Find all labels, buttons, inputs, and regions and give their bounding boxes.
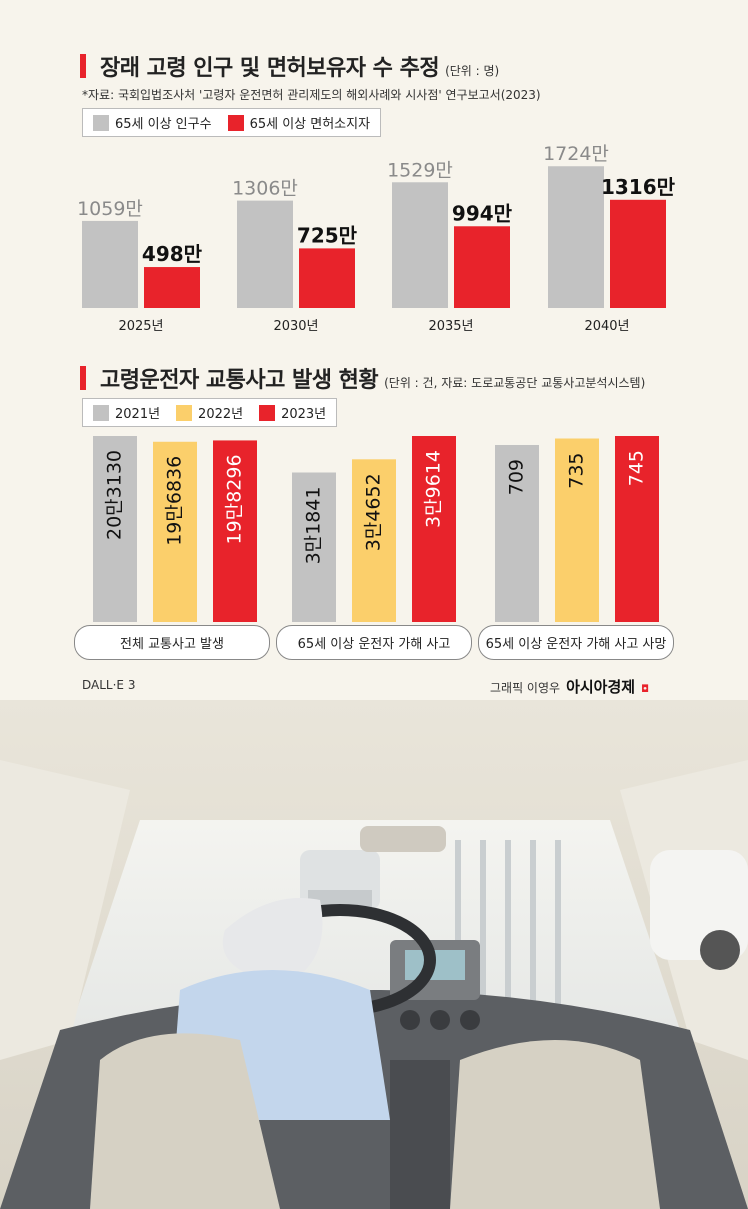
bar-2021년: [292, 472, 336, 622]
accident-chart: 20만3130 19만6836 19만8296 3만1841 3만4652 3만9614 7…: [93, 436, 659, 622]
bar-license: [454, 226, 510, 308]
data-label: 725만: [297, 223, 358, 247]
bar-2022년: [352, 459, 396, 622]
data-label: 3만9614: [423, 450, 445, 528]
brand-logo: 아시아경제: [566, 678, 636, 696]
legend-label: 2023년: [281, 407, 327, 422]
data-label: 19만6836: [164, 456, 186, 546]
bar-license: [299, 248, 355, 308]
gear-shift-area: [390, 1060, 450, 1209]
left-window: [0, 760, 130, 1060]
rear-view-mirror: [360, 826, 446, 852]
section1-source: *자료: 국회입법조사처 '고령자 운전면허 관리제도의 해외사례와 시사점' …: [82, 88, 541, 102]
brand-mark-icon: ◘: [641, 684, 649, 695]
data-label: 3만4652: [363, 473, 385, 551]
bar-population: [548, 166, 604, 308]
data-label: 745: [626, 450, 648, 486]
population-license-chart: 1059만 498만 2025년 1306만 725만 2030년 1529만 994만 203…: [77, 143, 676, 334]
data-label: 735: [566, 452, 588, 488]
bar-license: [610, 199, 666, 308]
bar-2021년: [93, 436, 137, 622]
section2-unit: (단위 : 건, 자료: 도로교통공단 교통사고분석시스템): [384, 376, 646, 390]
category-pill-total: 전체 교통사고 발생: [74, 625, 270, 660]
bar-population: [237, 200, 293, 308]
bar-2023년: [213, 440, 257, 622]
x-tick-label: 2025년: [118, 319, 163, 334]
bar-2021년: [495, 444, 539, 622]
passenger-seat: [450, 1040, 660, 1209]
legend-label: 2022년: [198, 407, 244, 422]
legend-swatch-gray: [93, 114, 109, 131]
legend-item-2023: 2023년: [259, 403, 326, 422]
title-accent-bar: [80, 54, 86, 78]
data-label: 1059만: [77, 198, 143, 220]
section1-unit: (단위 : 명): [445, 64, 500, 78]
image-credit: DALL·E 3: [82, 678, 136, 692]
legend-label: 65세 이상 면허소지자: [249, 117, 371, 132]
section1-title-text: 장래 고령 인구 및 면허보유자 수 추정: [100, 56, 440, 81]
data-label: 1529만: [387, 159, 453, 181]
x-tick-label: 2030년: [273, 319, 318, 334]
category-pill-elderly-accident: 65세 이상 운전자 가해 사고: [276, 625, 472, 660]
category-pill-elderly-death: 65세 이상 운전자 가해 사고 사망: [478, 625, 674, 660]
bar-population: [392, 182, 448, 308]
data-label: 994만: [452, 201, 513, 225]
bar-2023년: [615, 436, 659, 622]
bar-2023년: [412, 436, 456, 622]
legend-item-2021: 2021년: [93, 403, 160, 422]
legend-label: 2021년: [115, 407, 161, 422]
data-label: 709: [506, 459, 528, 495]
legend-swatch-red: [259, 404, 276, 421]
data-label: 1724만: [543, 143, 609, 165]
bar-2022년: [153, 441, 197, 622]
data-label: 3만1841: [303, 486, 325, 564]
title-accent-bar: [80, 366, 86, 390]
chart1-legend: 65세 이상 인구수 65세 이상 면허소지자: [82, 108, 382, 137]
driver-hair: [222, 898, 323, 975]
tunnel-pillars: [455, 840, 561, 1020]
x-tick-label: 2035년: [428, 319, 473, 334]
data-label: 19만8296: [224, 454, 246, 544]
section2-title: 고령운전자 교통사고 발생 현황 (단위 : 건, 자료: 도로교통공단 교통사…: [80, 362, 645, 394]
legend-swatch-red: [227, 114, 244, 131]
section2-title-text: 고령운전자 교통사고 발생 현황: [100, 368, 379, 393]
data-label: 20만3130: [104, 450, 126, 540]
x-tick-label: 2040년: [584, 319, 629, 334]
bar-population: [82, 220, 138, 308]
bar-2022년: [555, 438, 599, 622]
legend-item-license: 65세 이상 면허소지자: [227, 113, 371, 132]
bar-license: [144, 267, 200, 308]
legend-swatch-gray: [93, 404, 109, 421]
data-label: 498만: [142, 242, 203, 266]
car-interior-illustration: [0, 700, 748, 1209]
graphic-credit: 그래픽 이영우 아시아경제 ◘: [490, 676, 649, 697]
legend-item-2022: 2022년: [176, 403, 243, 422]
driver-seat: [90, 1033, 280, 1209]
data-label: 1316만: [601, 175, 676, 199]
data-label: 1306만: [232, 178, 298, 200]
legend-label: 65세 이상 인구수: [115, 117, 212, 132]
section1-title: 장래 고령 인구 및 면허보유자 수 추정 (단위 : 명): [80, 50, 499, 82]
legend-item-population: 65세 이상 인구수: [93, 113, 212, 132]
legend-swatch-yellow: [176, 404, 193, 421]
chart2-legend: 2021년 2022년 2023년: [82, 398, 338, 427]
graphic-author: 그래픽 이영우: [490, 681, 561, 695]
